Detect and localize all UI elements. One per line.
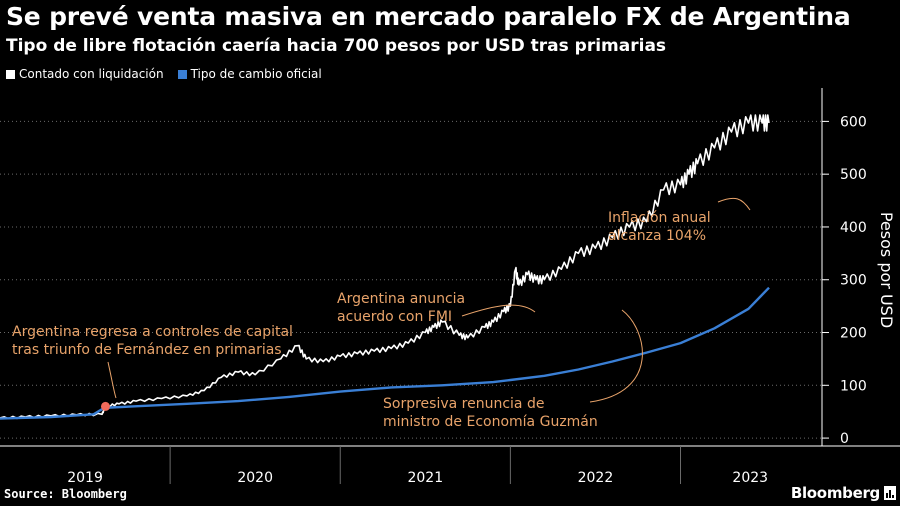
y-tick-label: 400 [840,220,867,236]
y-axis-label: Pesos por USD [877,212,896,328]
legend-label-ccl: Contado con liquidación [19,67,164,81]
annotation-text: tras triunfo de Fernández en primarias [12,342,282,358]
annotation-arrow [461,304,536,317]
annotation-text: Argentina anuncia [337,291,465,307]
legend-swatch-ccl [6,69,15,79]
annotation-text: alcanza 104% [608,228,706,244]
source-note: Source: Bloomberg [4,487,127,501]
y-tick-label: 300 [840,273,867,289]
y-tick-label: 100 [840,378,867,394]
y-tick-label: 0 [840,431,849,447]
y-tick-label: 600 [840,114,867,130]
annotation-text: ministro de Economía Guzmán [383,414,598,430]
series-line-ccl [0,114,770,420]
annotation-text: acuerdo con FMI [337,309,452,325]
legend-label-oficial: Tipo de cambio oficial [190,67,322,81]
x-tick-label: 2020 [237,470,273,486]
annotation-text: Sorpresiva renuncia de [383,396,544,412]
x-tick-label: 2023 [732,470,768,486]
legend-item-oficial: Tipo de cambio oficial [177,67,322,81]
legend: Contado con liquidación Tipo de cambio o… [6,67,322,81]
annotation-arrow [589,309,643,403]
chart-subtitle: Tipo de libre flotación caería hacia 700… [6,36,667,56]
chart-title: Se prevé venta masiva en mercado paralel… [6,2,851,31]
legend-item-ccl: Contado con liquidación [6,67,164,81]
bar-chart-icon [884,486,896,500]
annotation-text: Inflación anual [608,210,711,226]
bloomberg-logo: Bloomberg [790,484,880,502]
event-marker [100,401,110,411]
y-tick-label: 200 [840,326,867,342]
x-tick-label: 2021 [407,470,443,486]
x-tick-label: 2019 [67,470,103,486]
annotation-text: Argentina regresa a controles de capital [12,324,293,340]
annotation-arrow [107,361,117,399]
legend-swatch-oficial [177,69,187,79]
y-tick-label: 500 [840,167,867,183]
x-tick-label: 2022 [578,470,614,486]
annotation-arrow [717,197,751,211]
